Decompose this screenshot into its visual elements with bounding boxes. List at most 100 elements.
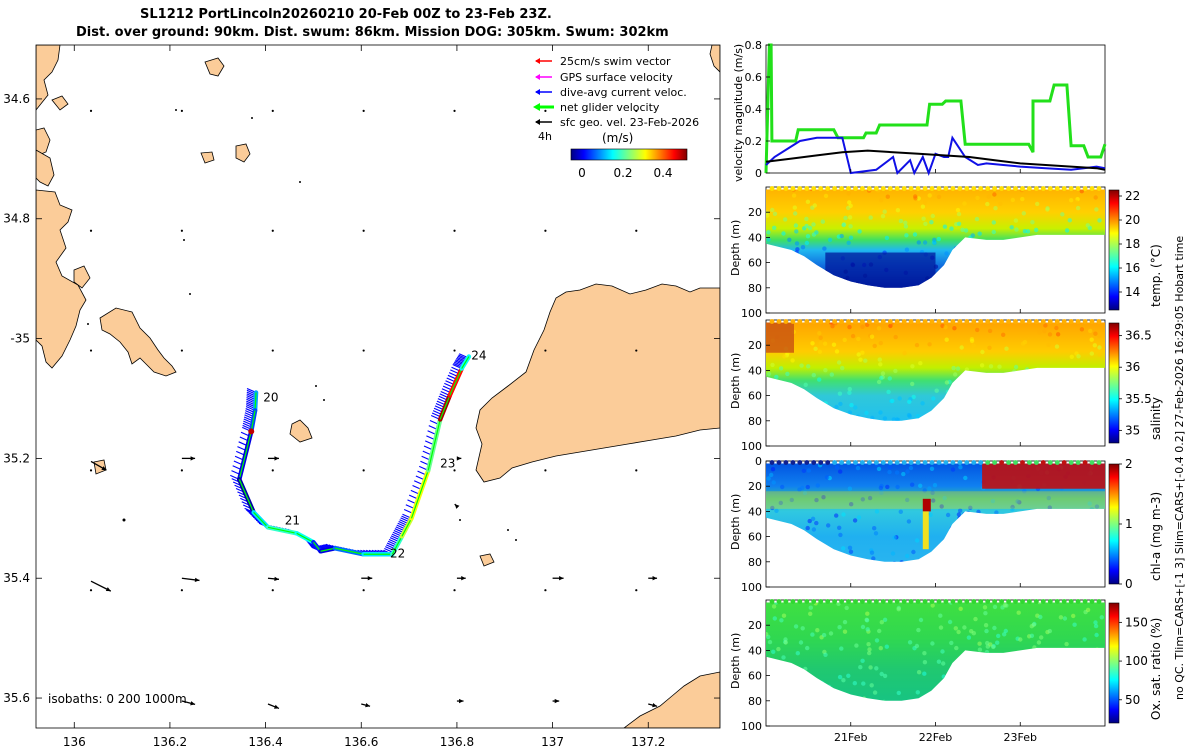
profile-sample-dot [877,357,882,362]
surface-dot [1040,319,1046,324]
geo-vector-grid-dot [180,229,183,232]
profile-sample-dot [848,224,853,229]
surface-dot [797,319,803,324]
surface-dot [1006,460,1011,465]
surface-dot [880,460,886,465]
profile-sample-dot [966,635,972,640]
surface-dot [992,186,997,191]
surface-dot [860,319,865,324]
geo-vector-grid-dot [453,229,456,232]
profile-sample-dot [769,472,774,478]
profile-sample-dot [932,240,937,245]
profile-sample-dot [1003,628,1008,634]
profile-sample-dot [826,523,831,528]
profile-sample-dot [954,645,959,651]
profile-sample-dot [1029,633,1035,638]
surface-dot [846,599,851,604]
surface-dot [950,460,956,465]
map-x-tick-label: 136.6 [344,735,378,749]
profile-sample-dot [1102,189,1105,192]
profile-sample-dot [872,526,877,531]
geo-vector-grid-dot [362,349,365,352]
profile-sample-dot [977,647,983,652]
profile-sample-dot [962,625,967,630]
profile-sample-dot [793,624,799,629]
profile-sample-dot [903,220,908,225]
profile-sample-dot [920,204,926,209]
geo-vector-arrowhead [101,466,107,471]
geo-vector-grid-dot [180,109,183,113]
profile-sample-dot [963,475,968,481]
surface-dot [908,319,914,324]
profile-sample-dot [885,194,890,199]
profile-sample-dot [874,666,879,671]
velocity-magnitude-panel: 0 0.2 0.4 0.6 0.8 velocity magnitude (m/s) [732,39,1107,182]
colorbar-label: chl-a (mg m-3) [1149,492,1163,581]
net-velocity-line [238,479,255,513]
profile-sample-dot [847,545,853,550]
western-peninsula-lower [36,189,87,369]
surface-dot [943,186,949,191]
profile-sample-dot [947,619,953,625]
profile-sample-dot [1039,635,1044,640]
surface-dot [978,319,984,324]
profile-sample-dot [814,520,819,526]
surface-dot [874,319,879,324]
island-d [51,95,69,111]
geo-vector-grid-dot [89,349,93,352]
surface-dot [776,319,782,324]
profile-sample-dot [968,505,973,510]
profile-sample-dot [953,372,958,377]
map-x-ticks: 136 136.2 136.4 136.6 136.8 137 137.2 [63,45,665,749]
profile-sample-dot [1025,229,1031,234]
surface-dot [929,599,935,604]
profile-sample-dot [907,640,913,645]
colorbar-tick-label: 1 [1125,517,1133,531]
geo-vector-grid-dot [89,469,93,472]
western-cape [99,307,177,377]
profile-sample-dot [847,386,852,392]
profile-sample-dot [943,325,948,330]
profile-sample-dot [929,220,934,225]
profile-sample-dot [977,641,982,646]
profile-sample-dot [987,345,992,350]
net-velocity-line [250,410,256,432]
profile-sample-dot [1047,505,1053,510]
geo-vector-arrowhead [273,704,279,709]
velocity-y-tick-label: 0 [755,167,762,180]
map-y-ticks: 34.6 34.8 -35 35.2 35.4 35.6 [3,92,720,705]
net-velocity-line [253,511,269,528]
profile-sample-dot [939,504,944,509]
legend-item-net: net glider velocity [533,101,660,114]
profile-sample-dot [874,638,880,643]
profile-sample-dot [899,560,904,562]
profile-sample-dot [1036,640,1042,645]
profile-sample-dot [932,483,938,488]
surface-dot [860,186,865,191]
surface-dot [936,186,942,191]
profile-sample-dot [783,640,788,645]
profile-sample-dot [884,644,889,649]
depth-axis-label: Depth (m) [729,353,742,409]
geo-vector-grid-dot [453,109,456,113]
profile-sample-dot [986,194,992,199]
profile-sample-dot [896,607,901,612]
profile-sample-dot [927,342,932,347]
profile-sample-dot [771,480,776,485]
profile-sample-dot [865,627,870,632]
depth-tick-label: 80 [748,695,762,708]
profile-panel-chlorophyll-a: 0 20 40 60 80 100 Depth (m) 0 1 2 chl-a (mg m-3) [729,455,1163,594]
surface-dot [1054,599,1060,604]
surface-dot [978,460,984,465]
geo-vector-arrowhead [456,456,462,461]
profile-sample-dot [817,331,822,336]
surface-dot [846,460,851,465]
profile-sample-dot [985,640,990,646]
profile-sample-dot [922,200,928,205]
geo-vector-grid-dot [362,589,365,592]
surface-dot [978,599,984,604]
surface-dot [1020,186,1025,191]
profile-sample-dot [895,208,901,213]
profile-sample-dot [910,364,915,369]
surface-dot [894,319,900,324]
